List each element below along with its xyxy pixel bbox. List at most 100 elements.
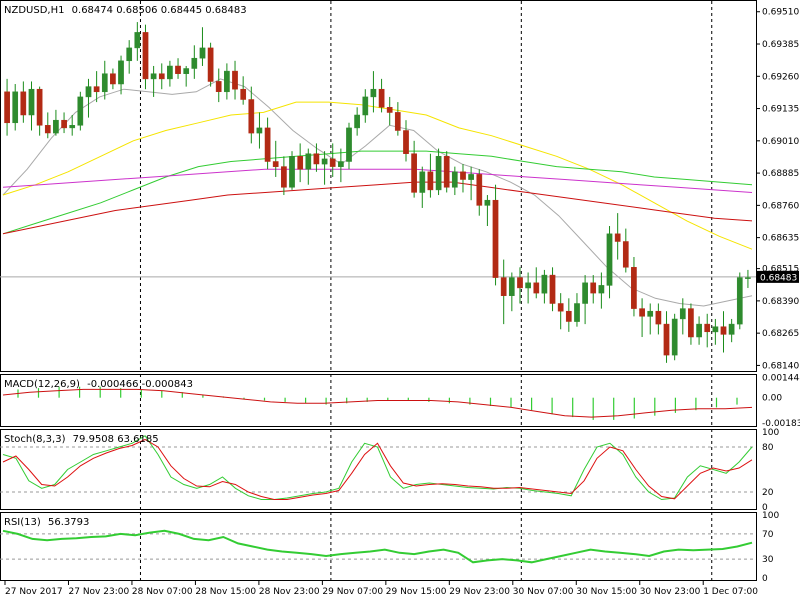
candle-bear — [93, 86, 100, 93]
candle-bull — [69, 125, 76, 129]
candle-bull — [598, 285, 605, 294]
candle-bull — [451, 171, 458, 188]
candle-bear — [215, 81, 222, 92]
candle-bull — [77, 96, 84, 126]
candle-bear — [110, 73, 116, 85]
macd-values: -0.000466 -0.000843 — [87, 379, 193, 390]
price-y-label: 0.69385 — [762, 40, 799, 50]
candle-bear — [36, 88, 43, 126]
candle-bull — [696, 323, 702, 338]
stoch-y-label: 0 — [762, 503, 768, 513]
candle-bear — [378, 88, 385, 108]
candle-bull — [362, 96, 369, 116]
moving-averages — [0, 78, 756, 307]
rsi-panel-header: RSI(13) 56.3793 — [4, 517, 89, 528]
candle-bull — [525, 282, 531, 289]
candle-bear — [248, 99, 255, 134]
candle-bull — [541, 274, 548, 294]
axis-labels: 27 Nov 2017 27 Nov 23:00 28 Nov 07:00 28 No… — [4, 8, 800, 597]
price-ohlc-values: 0.68474 0.68506 0.68445 0.68483 — [72, 5, 247, 16]
rsi-series — [0, 529, 756, 564]
price-panel-header: NZDUSD,H1 0.68474 0.68506 0.68445 0.6848… — [4, 5, 247, 16]
candle-bull — [118, 60, 124, 85]
ma_green-line — [2, 150, 753, 235]
stoch-panel-frame — [0, 429, 757, 510]
candle-bear — [386, 107, 393, 113]
candle-bull — [53, 119, 59, 134]
candle-bear — [329, 158, 336, 167]
macd-panel-header: MACD(12,26,9) -0.000466 -0.000843 — [4, 379, 193, 390]
candle-bull — [484, 199, 491, 206]
x-tick-label: 30 Nov 23:00 — [640, 587, 701, 597]
macd-name: MACD(12,26,9) — [4, 379, 80, 390]
macd-y-label: 0.001448 — [762, 374, 800, 384]
price-y-label: 0.69510 — [762, 8, 799, 18]
candle-bear — [272, 161, 279, 167]
candle-bear — [427, 171, 434, 191]
candle-bull — [346, 127, 352, 162]
macd-signal-line — [2, 388, 753, 418]
candle-bull — [167, 65, 173, 80]
ma_magenta-line — [2, 168, 753, 193]
candle-bear — [549, 274, 556, 304]
candle-bull — [354, 114, 360, 129]
candle-bull — [126, 47, 133, 62]
candle-bull — [289, 156, 295, 188]
x-tick-label: 29 Nov 07:00 — [322, 587, 383, 597]
candle-bear — [500, 277, 507, 296]
price-y-label: 0.68265 — [762, 329, 799, 339]
price-y-label: 0.68515 — [762, 265, 799, 275]
x-tick-label: 29 Nov 15:00 — [386, 587, 447, 597]
candle-bear — [175, 65, 181, 74]
time-gridlines — [139, 1, 713, 581]
candle-bull — [85, 86, 92, 98]
candle-bull — [582, 282, 588, 304]
x-tick-label: 27 Nov 23:00 — [69, 587, 130, 597]
candle-bull — [321, 158, 328, 165]
price-y-label: 0.68635 — [762, 234, 799, 244]
candle-bear — [264, 127, 271, 162]
candle-bear — [142, 32, 149, 80]
candle-bear — [720, 326, 727, 335]
rsi-line — [2, 529, 753, 564]
candle-bear — [44, 125, 51, 134]
candle-bull — [370, 88, 377, 98]
candle-bear — [639, 308, 645, 317]
candle-bull — [736, 277, 743, 325]
candle-bull — [419, 171, 426, 193]
candle-bear — [655, 310, 662, 325]
candle-bull — [12, 91, 19, 124]
stoch-y-label: 80 — [762, 443, 774, 453]
candle-bear — [232, 70, 238, 90]
rsi-y-label: 30 — [762, 555, 774, 565]
price-y-label: 0.68885 — [762, 169, 799, 179]
x-tick-label: 1 Dec 07:00 — [703, 587, 758, 597]
candle-bear — [281, 166, 287, 188]
candle-bull — [508, 277, 515, 296]
rsi-name: RSI(13) — [4, 517, 41, 528]
candle-bear — [590, 282, 597, 294]
candle-bear — [443, 156, 450, 188]
stoch-panel-header: Stoch(8,3,3) 79.9508 63.6185 — [4, 434, 159, 445]
candle-bear — [207, 47, 214, 82]
candle-bear — [394, 112, 401, 131]
candlesticks[interactable] — [4, 22, 751, 363]
ma_yellow-line — [2, 101, 753, 250]
ma_gray-line — [2, 78, 753, 307]
candle-bear — [492, 199, 499, 278]
candle-bull — [468, 174, 474, 180]
price-y-label: 0.68760 — [762, 201, 799, 211]
candle-bull — [183, 68, 190, 74]
candle-bull — [28, 88, 35, 116]
price-y-label: 0.68390 — [762, 297, 799, 307]
candle-bear — [565, 310, 572, 322]
rsi-y-label: 0 — [762, 574, 768, 584]
price-y-label: 0.69010 — [762, 137, 799, 147]
candle-bear — [688, 308, 694, 338]
candle-bear — [704, 323, 711, 333]
x-tick-label: 27 Nov 2017 — [5, 587, 63, 597]
candle-bear — [403, 130, 409, 154]
price-y-label: 0.69260 — [762, 72, 799, 82]
